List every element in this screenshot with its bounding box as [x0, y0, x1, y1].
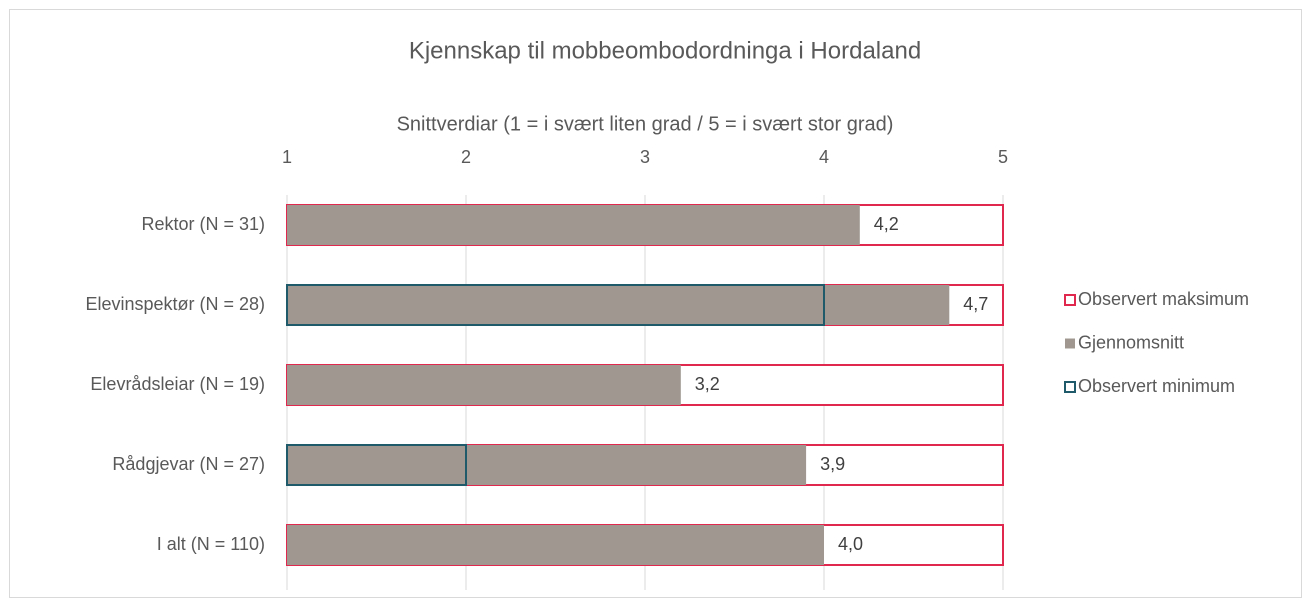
legend-marker — [1064, 294, 1076, 306]
legend-label: Observert minimum — [1078, 376, 1235, 396]
x-tick-label: 2 — [461, 147, 471, 167]
bar — [287, 285, 950, 325]
axis-title: Snittverdiar (1 = i svært liten grad / 5… — [397, 113, 894, 135]
data-label: 4,2 — [874, 214, 899, 234]
data-label: 3,9 — [820, 454, 845, 474]
data-label: 3,2 — [695, 374, 720, 394]
bar — [287, 445, 807, 485]
data-label: 4,7 — [963, 294, 988, 314]
y-tick-label: Rådgjevar (N = 27) — [112, 454, 265, 474]
chart-title: Kjennskap til mobbeombodordninga i Horda… — [409, 37, 921, 64]
legend-label: Observert maksimum — [1078, 289, 1249, 309]
bar — [286, 444, 467, 486]
bar — [286, 284, 825, 326]
y-tick-label: Elevinspektør (N = 28) — [85, 294, 265, 314]
y-tick-label: Elevrådsleiar (N = 19) — [90, 374, 265, 394]
bar — [287, 525, 824, 565]
x-tick-label: 3 — [640, 147, 650, 167]
y-tick-label: I alt (N = 110) — [157, 534, 265, 554]
legend-label: Gjennomsnitt — [1078, 332, 1184, 352]
x-tick-label: 1 — [282, 147, 292, 167]
x-tick-label: 5 — [998, 147, 1008, 167]
x-tick-label: 4 — [819, 147, 829, 167]
bar — [287, 205, 860, 245]
legend-marker — [1065, 338, 1075, 349]
y-tick-label: Rektor (N = 31) — [141, 214, 265, 234]
legend-marker — [1064, 381, 1076, 393]
data-label: 4,0 — [838, 534, 863, 554]
bar — [287, 365, 681, 405]
